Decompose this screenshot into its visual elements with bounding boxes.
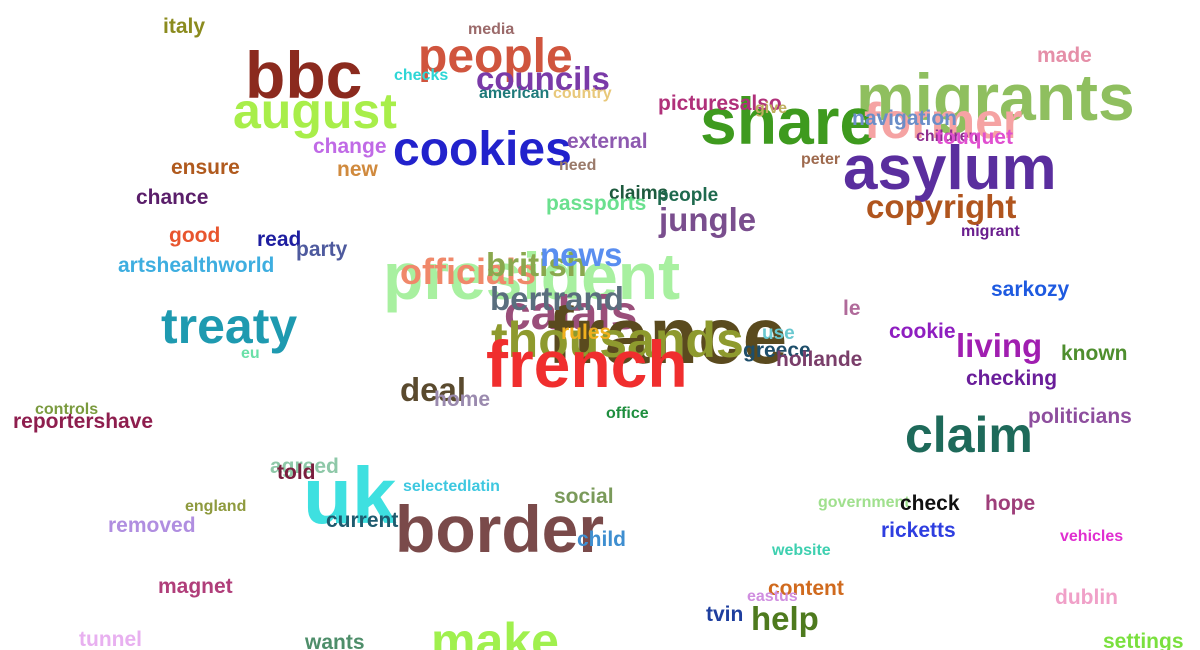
word-copyright: copyright	[866, 188, 1017, 225]
word-media: media	[468, 21, 515, 38]
word-tvin: tvin	[706, 603, 744, 626]
word-uk: uk	[303, 451, 397, 540]
word-jungle: jungle	[659, 201, 757, 238]
word-calais: calais	[504, 287, 638, 340]
word-hollande: hollande	[776, 348, 863, 371]
word-agreed: agreed	[270, 455, 339, 478]
word-website: website	[772, 542, 831, 559]
word-wants: wants	[305, 631, 365, 650]
word-england: england	[185, 498, 247, 515]
word-peter: peter	[801, 151, 841, 168]
word-thousands: thousands	[491, 312, 744, 368]
word-british: british	[486, 246, 587, 283]
word-content: content	[768, 577, 844, 600]
word-eastus: eastus	[747, 588, 798, 605]
word-bbc: bbc	[245, 38, 363, 112]
word-check: check	[900, 492, 960, 515]
word-former: former	[864, 93, 1023, 149]
word-read: read	[257, 228, 302, 251]
word-magnet: magnet	[158, 575, 233, 598]
word-office: office	[606, 405, 649, 422]
word-le: le	[843, 297, 861, 320]
word-president: president	[383, 239, 681, 313]
word-cookies: cookies	[393, 123, 572, 176]
word-ensure: ensure	[171, 156, 240, 179]
word-french: french	[486, 327, 688, 401]
word-use: use	[762, 323, 795, 344]
word-children: children	[916, 128, 979, 145]
word-party: party	[296, 238, 348, 261]
word-august: august	[233, 83, 397, 139]
word-cookie: cookie	[889, 320, 956, 343]
word-border: border	[395, 492, 605, 566]
word-treaty: treaty	[161, 298, 298, 354]
word-migrants: migrants	[856, 60, 1135, 134]
word-touquet: touquet	[936, 126, 1013, 149]
word-selectedlatin: selectedlatin	[403, 478, 500, 495]
word-government: government	[818, 494, 910, 511]
word-councils: councils	[476, 60, 610, 97]
word-chance: chance	[136, 186, 209, 209]
word-news: news	[540, 236, 623, 273]
word-tunnel: tunnel	[79, 628, 142, 650]
word-child: child	[577, 528, 627, 551]
word-france: france	[547, 291, 788, 380]
word-social: social	[554, 485, 614, 508]
word-give: give	[755, 100, 788, 117]
word-checks: checks	[394, 67, 449, 84]
word-external: external	[567, 130, 648, 153]
word-claim: claim	[905, 407, 1033, 463]
word-reportershave: reportershave	[13, 410, 154, 433]
word-share: share	[700, 84, 877, 158]
word-settings: settings	[1103, 630, 1184, 650]
word-greece: greece	[743, 339, 811, 362]
word-ricketts: ricketts	[881, 519, 956, 542]
word-italy: italy	[163, 15, 206, 38]
word-good: good	[169, 224, 221, 247]
word-asylum: asylum	[843, 134, 1057, 203]
word-controls: controls	[35, 401, 99, 418]
word-change: change	[313, 135, 387, 158]
word-eu: eu	[241, 345, 260, 362]
word-navigation: navigation	[852, 107, 958, 130]
word-help: help	[751, 600, 819, 637]
word-new: new	[337, 158, 378, 181]
word-removed: removed	[108, 514, 196, 537]
word-country: country	[553, 85, 612, 102]
word-officials: officials	[400, 251, 537, 292]
word-deal: deal	[400, 371, 467, 408]
word-american: american	[479, 85, 550, 102]
word-current: current	[326, 509, 399, 532]
word-bertrand: bertrand	[490, 280, 624, 317]
word-need: need	[559, 157, 597, 174]
word-vehicles: vehicles	[1060, 528, 1124, 545]
word-artshealthworld: artshealthworld	[118, 254, 275, 277]
word-migrant: migrant	[961, 223, 1020, 240]
word-sarkozy: sarkozy	[991, 278, 1070, 301]
word-make: make	[431, 613, 559, 650]
word-checking: checking	[966, 367, 1058, 390]
word-told: told	[277, 461, 316, 484]
word-made: made	[1037, 44, 1092, 67]
word-passports: passports	[546, 192, 647, 215]
word-people-small: people	[657, 185, 719, 206]
word-living: living	[956, 327, 1043, 364]
word-dublin: dublin	[1055, 586, 1118, 609]
word-known: known	[1061, 342, 1128, 365]
word-hope: hope	[985, 492, 1036, 515]
word-people-large: people	[418, 30, 573, 83]
word-picturesalso: picturesalso	[658, 92, 782, 115]
word-claims: claims	[609, 183, 669, 204]
word-rules: rules	[561, 321, 612, 344]
word-home: home	[434, 388, 491, 411]
word-politicians: politicians	[1028, 405, 1132, 428]
